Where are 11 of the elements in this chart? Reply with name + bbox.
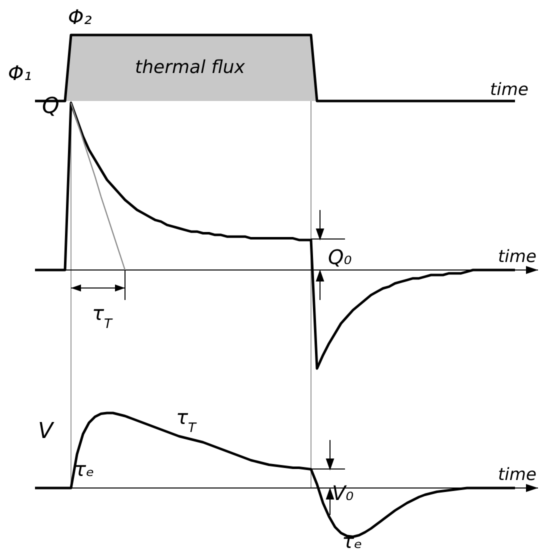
- x-axis-title: time: [498, 465, 536, 485]
- annotation: thermal flux: [135, 57, 246, 78]
- x-axis-title: time: [490, 80, 528, 100]
- annotation: τ$_{T}$: [176, 405, 198, 436]
- text: Φ₂: [68, 5, 92, 29]
- annotation: Q₀: [328, 245, 352, 269]
- annotation: V: [38, 419, 55, 444]
- annotation: τₑ: [74, 457, 94, 481]
- text: Φ₁: [8, 61, 32, 85]
- x-axis-title: time: [498, 247, 536, 267]
- annotation: τ$_{T}$: [92, 301, 114, 332]
